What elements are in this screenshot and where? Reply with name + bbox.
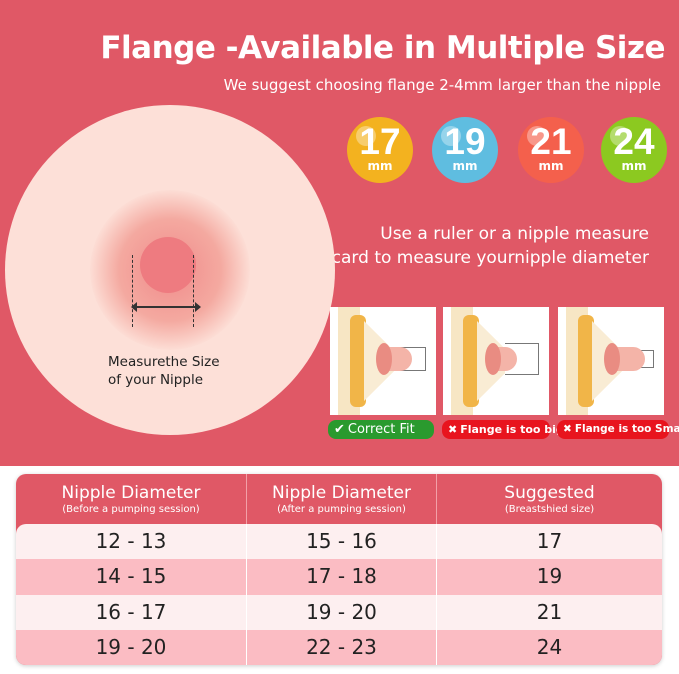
header-title: Nipple Diameter xyxy=(61,483,201,503)
size-badge-21: 21 mm xyxy=(518,117,584,183)
table-cell: 21 xyxy=(536,599,563,624)
fit-image-too-big xyxy=(443,307,549,415)
fit-image-correct xyxy=(330,307,436,415)
size-value: 24 xyxy=(613,121,655,162)
table-header: Nipple Diameter (Before a pumping session… xyxy=(16,474,662,524)
size-unit: mm xyxy=(621,159,647,173)
measure-caption: Measurethe Size of your Nipple xyxy=(108,353,220,389)
hero-panel: Flange -Available in Multiple Size We su… xyxy=(0,0,679,466)
hint-line: Use a ruler or a nipple measure xyxy=(380,224,649,244)
check-icon: ✔ xyxy=(334,422,345,437)
fit-image-too-small xyxy=(558,307,664,415)
measure-hint: Use a ruler or a nipple measure card to m… xyxy=(332,222,649,270)
table-cell: 17 - 18 xyxy=(247,559,437,595)
fit-label-text: Flange is too Small xyxy=(574,423,679,435)
double-arrow-icon xyxy=(131,302,201,312)
fit-label-text: Flange is too big xyxy=(460,423,564,436)
subtitle: We suggest choosing flange 2-4mm larger … xyxy=(223,76,661,94)
header-note: (Before a pumping session) xyxy=(62,504,200,515)
x-icon: ✖ xyxy=(448,423,458,436)
nipple xyxy=(140,237,196,293)
measure-line xyxy=(193,255,194,327)
header-cell: Nipple Diameter (After a pumping session) xyxy=(247,474,437,524)
table-cell: 12 - 13 xyxy=(16,524,247,560)
header-cell: Suggested (Breastshied size) xyxy=(437,474,662,524)
size-unit: mm xyxy=(538,159,564,173)
x-icon: ✖ xyxy=(563,423,572,435)
hint-line: card to measure yournipple diameter xyxy=(331,248,649,268)
header-note: (Breastshied size) xyxy=(504,504,595,515)
table-cell: 24 xyxy=(536,634,563,659)
table-row: 16 - 17 19 - 20 21 xyxy=(16,594,662,630)
table-cell: 15 - 16 xyxy=(247,524,437,560)
size-badge-24: 24 mm xyxy=(601,117,667,183)
table-cell: 19 xyxy=(536,564,563,589)
table-cell: 19 - 20 xyxy=(247,594,437,630)
nipple-illustration: Measurethe Size of your Nipple xyxy=(5,105,335,435)
caption-line: of your Nipple xyxy=(108,372,203,388)
size-badge-19: 19 mm xyxy=(432,117,498,183)
fit-label-text: Correct Fit xyxy=(347,422,415,437)
size-unit: mm xyxy=(452,159,478,173)
fit-label-correct: ✔ Correct Fit xyxy=(328,420,434,439)
table-cell: 17 xyxy=(536,529,563,553)
size-table: Nipple Diameter (Before a pumping session… xyxy=(16,474,662,665)
table-cell: 22 - 23 xyxy=(247,629,437,665)
table-row: 12 - 13 15 - 16 17 xyxy=(16,524,662,560)
header-note: (After a pumping session) xyxy=(277,504,406,515)
fit-label-too-big: ✖ Flange is too big xyxy=(442,420,564,439)
size-value: 17 xyxy=(359,121,401,162)
table-row: 19 - 20 22 - 23 24 xyxy=(16,629,662,665)
page-title: Flange -Available in Multiple Size xyxy=(100,30,665,66)
header-title: Suggested xyxy=(504,483,595,503)
size-badge-17: 17 mm xyxy=(347,117,413,183)
table-cell: 19 - 20 xyxy=(16,629,247,665)
header-cell: Nipple Diameter (Before a pumping session… xyxy=(16,474,247,524)
table-row: 14 - 15 17 - 18 19 xyxy=(16,559,662,595)
measure-line xyxy=(132,255,133,327)
table-cell: 14 - 15 xyxy=(16,559,247,595)
size-unit: mm xyxy=(367,159,393,173)
caption-line: Measurethe Size xyxy=(108,354,220,370)
table-cell: 16 - 17 xyxy=(16,594,247,630)
header-title: Nipple Diameter xyxy=(272,483,411,503)
size-value: 19 xyxy=(444,121,486,162)
fit-label-too-small: ✖ Flange is too Small xyxy=(557,420,679,439)
size-value: 21 xyxy=(530,121,572,162)
